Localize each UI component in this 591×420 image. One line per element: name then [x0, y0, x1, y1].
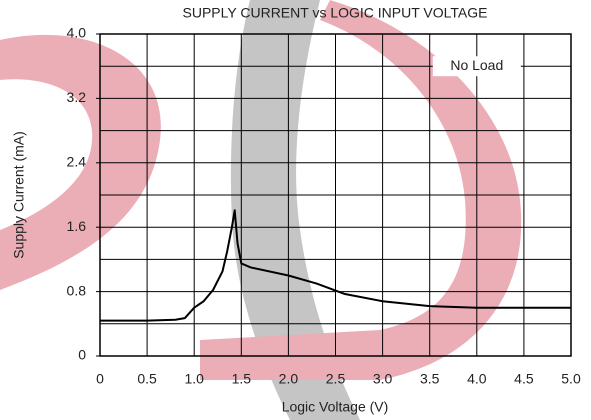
- x-axis-label: Logic Voltage (V): [282, 399, 389, 415]
- y-tick-label: 4.0: [67, 25, 87, 41]
- x-tick-label: 4.0: [467, 371, 487, 387]
- annotation-bg: [432, 56, 521, 77]
- y-tick-label: 0.8: [67, 282, 87, 298]
- y-tick-label: 3.2: [67, 89, 87, 105]
- x-tick-label: 3.5: [420, 371, 440, 387]
- y-tick-label: 0: [78, 347, 86, 363]
- chart-title: SUPPLY CURRENT vs LOGIC INPUT VOLTAGE: [183, 5, 488, 21]
- y-tick-label: 2.4: [67, 154, 87, 170]
- y-axis-label: Supply Current (mA): [11, 131, 27, 259]
- x-tick-label: 3.0: [373, 371, 393, 387]
- x-tick-label: 1.0: [184, 371, 204, 387]
- annotation: No Load: [450, 57, 503, 73]
- x-tick-label: 0: [96, 371, 104, 387]
- plot-frame: [99, 33, 572, 357]
- x-tick-label: 2.0: [279, 371, 299, 387]
- data-line: [100, 209, 571, 322]
- y-tick-label: 1.6: [67, 218, 87, 234]
- x-tick-label: 4.5: [514, 371, 534, 387]
- x-tick-label: 0.5: [137, 371, 157, 387]
- x-tick-label: 2.5: [326, 371, 346, 387]
- x-tick-label: 5.0: [561, 371, 581, 387]
- x-tick-label: 1.5: [232, 371, 252, 387]
